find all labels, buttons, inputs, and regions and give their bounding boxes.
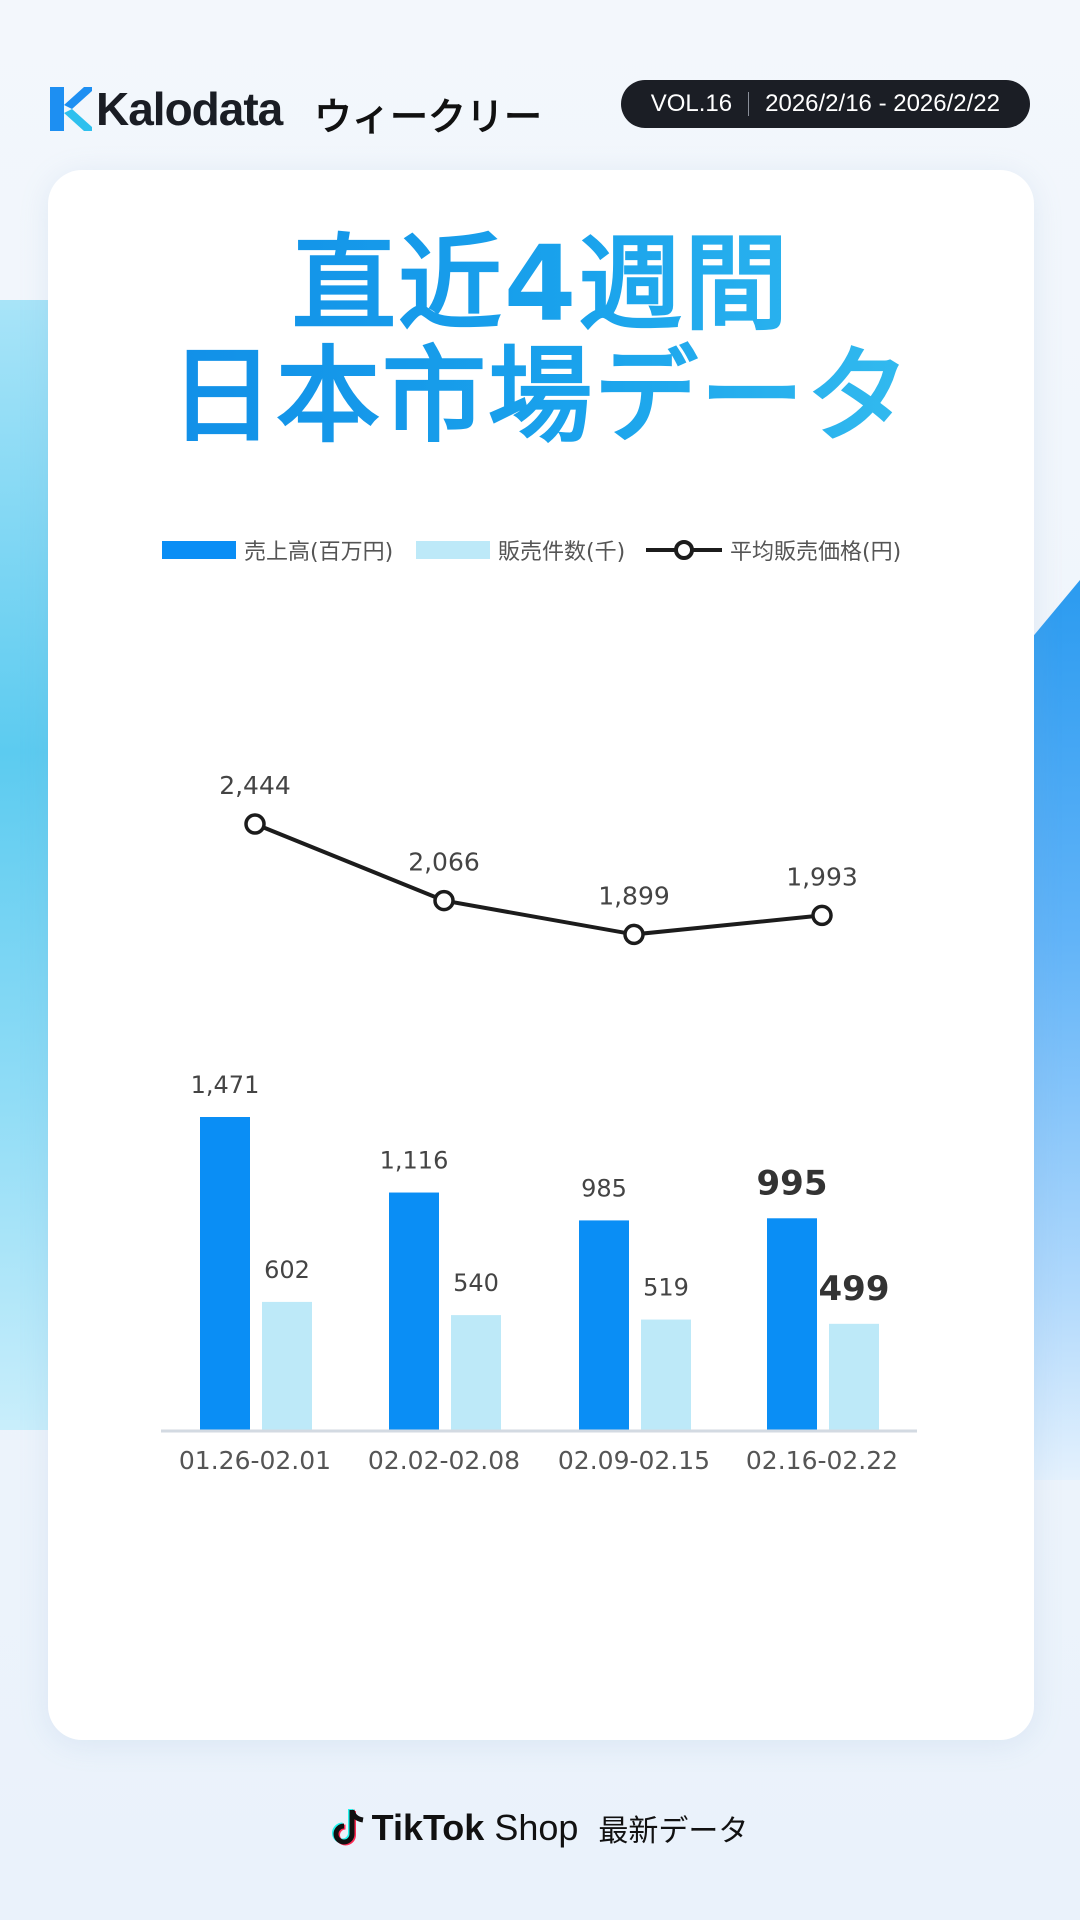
bar-count-label: 519 bbox=[643, 1274, 689, 1302]
latest-data-label: 最新データ bbox=[598, 1814, 749, 1849]
kalodata-k-icon bbox=[50, 87, 92, 131]
legend-swatch-sales bbox=[162, 541, 236, 559]
weekly-label: ウィークリー bbox=[314, 95, 543, 139]
date-range: 2026/2/16 - 2026/2/22 bbox=[765, 90, 1000, 117]
price-point bbox=[811, 904, 833, 927]
bar-sales bbox=[389, 1192, 439, 1430]
footer: TikTok Shop 最新データ bbox=[0, 1806, 1080, 1850]
market-chart: 売上高(百万円) 販売件数(千) 平均販売価格(円) 1,471 602 01.26-02… bbox=[161, 540, 917, 1475]
issue-pill: VOL.16 2026/2/16 - 2026/2/22 bbox=[620, 80, 1030, 128]
title-line-2: 日本市場データ bbox=[48, 340, 1034, 452]
price-point bbox=[433, 889, 455, 912]
bar-count bbox=[262, 1301, 312, 1430]
legend-label-count: 販売件数(千) bbox=[498, 540, 625, 565]
price-line bbox=[254, 822, 823, 937]
x-tick-label: 02.16-02.22 bbox=[746, 1446, 898, 1475]
bar-sales bbox=[200, 1117, 250, 1430]
legend-swatch-price-marker bbox=[674, 540, 694, 560]
legend-label-price: 平均販売価格(円) bbox=[730, 540, 901, 565]
bar-count-label: 602 bbox=[264, 1256, 310, 1284]
bar-sales-label: 985 bbox=[581, 1174, 627, 1202]
bar-sales bbox=[767, 1218, 817, 1430]
price-point-label: 2,444 bbox=[219, 771, 291, 800]
tiktok-icon bbox=[331, 1809, 364, 1846]
bar-count bbox=[829, 1323, 879, 1430]
bar-sales-label: 1,116 bbox=[380, 1147, 449, 1175]
tiktok-brand: TikTok bbox=[371, 1807, 485, 1848]
bar-count-label: 499 bbox=[819, 1269, 890, 1309]
legend-swatch-count bbox=[416, 541, 490, 559]
legend-label-sales: 売上高(百万円) bbox=[244, 540, 393, 565]
x-tick-label: 01.26-02.01 bbox=[179, 1446, 331, 1475]
pill-divider bbox=[748, 92, 750, 116]
bar-sales bbox=[579, 1220, 629, 1430]
bar-sales-label: 1,471 bbox=[191, 1071, 260, 1099]
chart-card: 直近4週間 日本市場データ bbox=[48, 170, 1034, 1740]
volume-label: VOL.16 bbox=[650, 90, 733, 117]
bar-count bbox=[451, 1315, 501, 1430]
price-point bbox=[623, 923, 645, 946]
bar-sales-label: 995 bbox=[757, 1163, 828, 1203]
price-point-label: 1,993 bbox=[786, 862, 858, 891]
price-point-label: 2,066 bbox=[408, 848, 480, 877]
x-tick-label: 02.02-02.08 bbox=[368, 1446, 520, 1475]
bar-count bbox=[641, 1319, 691, 1430]
logo-text: Kalodata bbox=[96, 83, 283, 135]
title-line-1: 直近4週間 bbox=[48, 228, 1034, 340]
x-tick-label: 02.09-02.15 bbox=[558, 1446, 710, 1475]
price-point-label: 1,899 bbox=[598, 881, 670, 910]
left-decoration bbox=[0, 300, 50, 1430]
tiktok-shop: Shop bbox=[494, 1807, 579, 1848]
header: Kalodata ウィークリー VOL.16 2026/2/16 - 2026/… bbox=[50, 70, 1030, 140]
kalodata-logo: Kalodata bbox=[50, 82, 283, 136]
price-point bbox=[244, 813, 266, 835]
bar-count-label: 540 bbox=[453, 1269, 499, 1297]
